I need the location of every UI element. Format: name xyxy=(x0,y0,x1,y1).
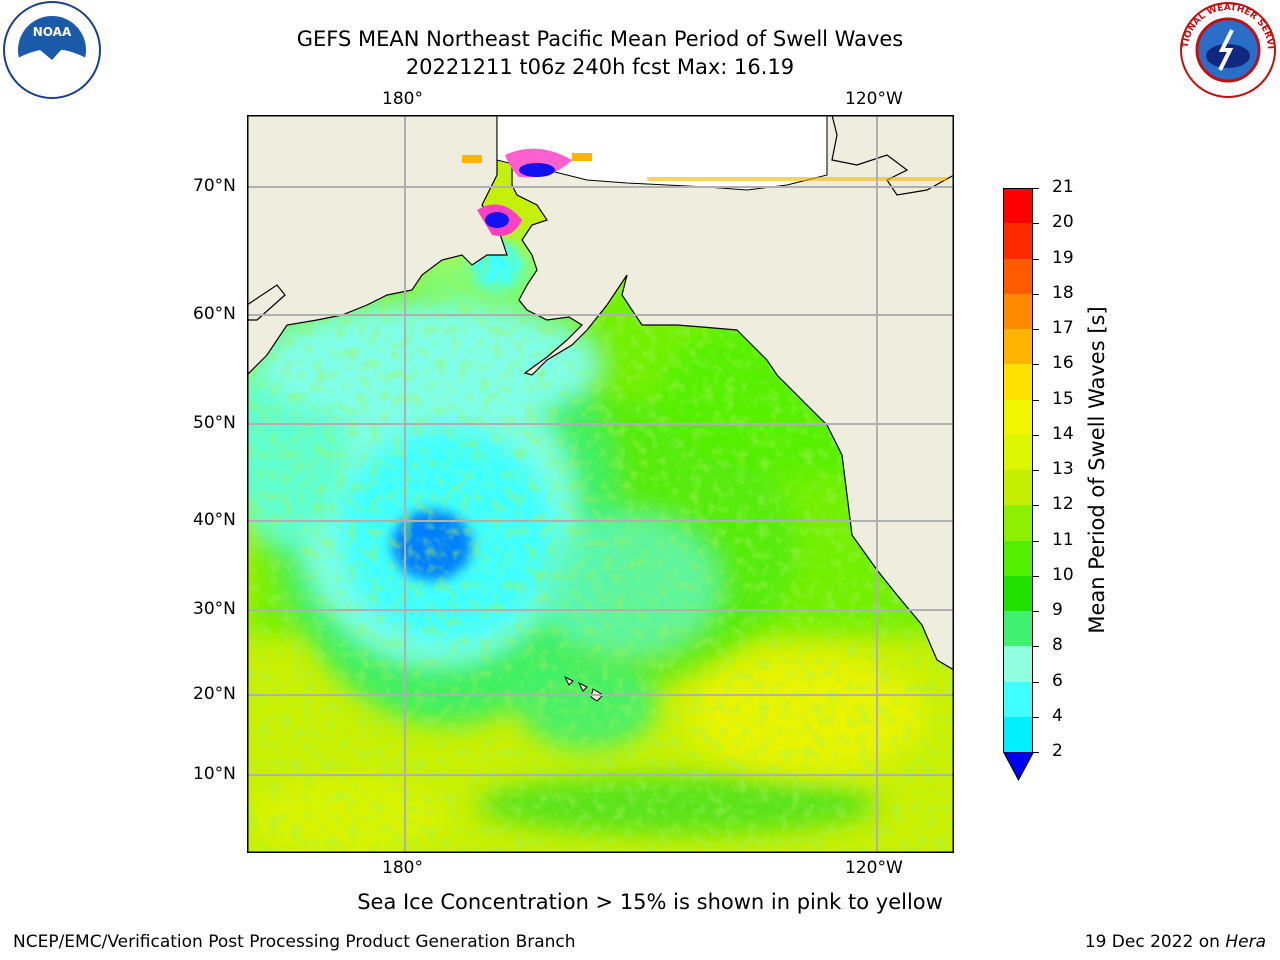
lat-label-70n: 70°N xyxy=(193,176,236,196)
colorbar-tick-label: 15 xyxy=(1052,388,1074,409)
colorbar-tick-label: 18 xyxy=(1052,282,1074,303)
colorbar-tick-label: 14 xyxy=(1052,423,1074,444)
colorbar-tick-label: 8 xyxy=(1052,635,1063,656)
map-panel xyxy=(227,114,957,855)
colorbar-segment xyxy=(1003,575,1033,611)
colorbar-tick-mark xyxy=(1033,258,1039,260)
colorbar-tick-mark xyxy=(1033,188,1039,189)
colorbar-tick-mark xyxy=(1033,540,1039,542)
lon-label-top-180: 180° xyxy=(382,89,423,109)
colorbar-tick-mark xyxy=(1033,752,1039,753)
colorbar-segment xyxy=(1003,540,1033,576)
noaa-logo-text: NOAA xyxy=(33,25,72,39)
lon-label-bottom-180: 180° xyxy=(382,858,423,878)
chart-title: GEFS MEAN Northeast Pacific Mean Period … xyxy=(296,27,904,51)
colorbar-segment xyxy=(1003,223,1033,259)
lat-label-20n: 20°N xyxy=(193,684,236,704)
noaa-logo-icon: NOAA xyxy=(3,1,101,99)
colorbar-segment xyxy=(1003,364,1033,400)
colorbar-segment xyxy=(1003,258,1033,294)
colorbar-tick-label: 12 xyxy=(1052,494,1074,515)
colorbar-segment xyxy=(1003,505,1033,541)
lat-label-30n: 30°N xyxy=(193,599,236,619)
chart-subtitle: 20221211 t06z 240h fcst Max: 16.19 xyxy=(405,55,795,79)
lat-label-50n: 50°N xyxy=(193,413,236,433)
colorbar-segment xyxy=(1003,681,1033,717)
lon-label-top-120w: 120°W xyxy=(845,89,903,109)
colorbar-segment xyxy=(1003,646,1033,682)
graticule xyxy=(247,115,954,853)
colorbar-tick-mark xyxy=(1033,681,1039,683)
colorbar-segment xyxy=(1003,611,1033,647)
colorbar-segment xyxy=(1003,188,1033,224)
sea-ice-overlay xyxy=(462,148,947,236)
colorbar-tick-mark xyxy=(1033,293,1039,295)
colorbar-tick-mark xyxy=(1033,646,1039,648)
colorbar-segment xyxy=(1003,399,1033,435)
colorbar-segment xyxy=(1003,434,1033,470)
colorbar-tick-label: 20 xyxy=(1052,212,1074,233)
colorbar-tick-mark xyxy=(1033,716,1039,718)
colorbar-tick-label: 16 xyxy=(1052,353,1074,374)
footer-date-text: 19 Dec 2022 on xyxy=(1084,932,1226,952)
colorbar-tick-mark xyxy=(1033,364,1039,366)
colorbar-segment xyxy=(1003,329,1033,365)
colorbar-tick-mark xyxy=(1033,223,1039,225)
footer-date: 19 Dec 2022 on Hera xyxy=(1085,932,1266,952)
colorbar-tick-label: 17 xyxy=(1052,318,1074,338)
colorbar-tick-mark xyxy=(1033,329,1039,330)
colorbar-tick-mark xyxy=(1033,505,1039,507)
lat-label-40n: 40°N xyxy=(193,510,236,530)
colorbar-segment xyxy=(1003,293,1033,329)
colorbar-tick-mark xyxy=(1033,434,1039,436)
colorbar-tick-label: 2 xyxy=(1052,741,1063,761)
colorbar-tick-label: 13 xyxy=(1052,459,1074,479)
colorbar-tick-label: 10 xyxy=(1052,564,1074,585)
colorbar-tick-mark xyxy=(1033,470,1039,471)
swell-period-map xyxy=(227,114,957,855)
colorbar-extend-arrow-icon xyxy=(1003,752,1034,782)
lon-label-bottom-120w: 120°W xyxy=(845,858,903,878)
lat-label-60n: 60°N xyxy=(193,304,236,324)
colorbar-label: Mean Period of Swell Waves [s] xyxy=(1085,306,1109,634)
colorbar-segment xyxy=(1003,470,1033,506)
colorbar-tick-label: 9 xyxy=(1052,600,1063,620)
colorbar-tick-label: 19 xyxy=(1052,247,1074,268)
lat-label-10n: 10°N xyxy=(193,764,236,784)
sea-ice-caption: Sea Ice Concentration > 15% is shown in … xyxy=(357,890,943,914)
colorbar-tick-label: 6 xyxy=(1052,670,1063,691)
colorbar-tick-mark xyxy=(1033,399,1039,401)
colorbar-tick-mark xyxy=(1033,611,1039,612)
footer-host: Hera xyxy=(1225,932,1266,952)
nws-logo-icon: NATIONAL WEATHER SERVICE xyxy=(1178,0,1276,98)
colorbar-tick-label: 21 xyxy=(1052,177,1074,197)
colorbar-tick-mark xyxy=(1033,575,1039,577)
footer-credit: NCEP/EMC/Verification Post Processing Pr… xyxy=(13,932,576,952)
colorbar-tick-label: 4 xyxy=(1052,705,1063,726)
colorbar xyxy=(1003,188,1033,752)
colorbar-tick-label: 11 xyxy=(1052,529,1074,550)
colorbar-segment xyxy=(1003,716,1033,752)
